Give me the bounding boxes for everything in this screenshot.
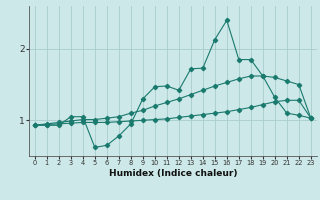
X-axis label: Humidex (Indice chaleur): Humidex (Indice chaleur): [108, 169, 237, 178]
